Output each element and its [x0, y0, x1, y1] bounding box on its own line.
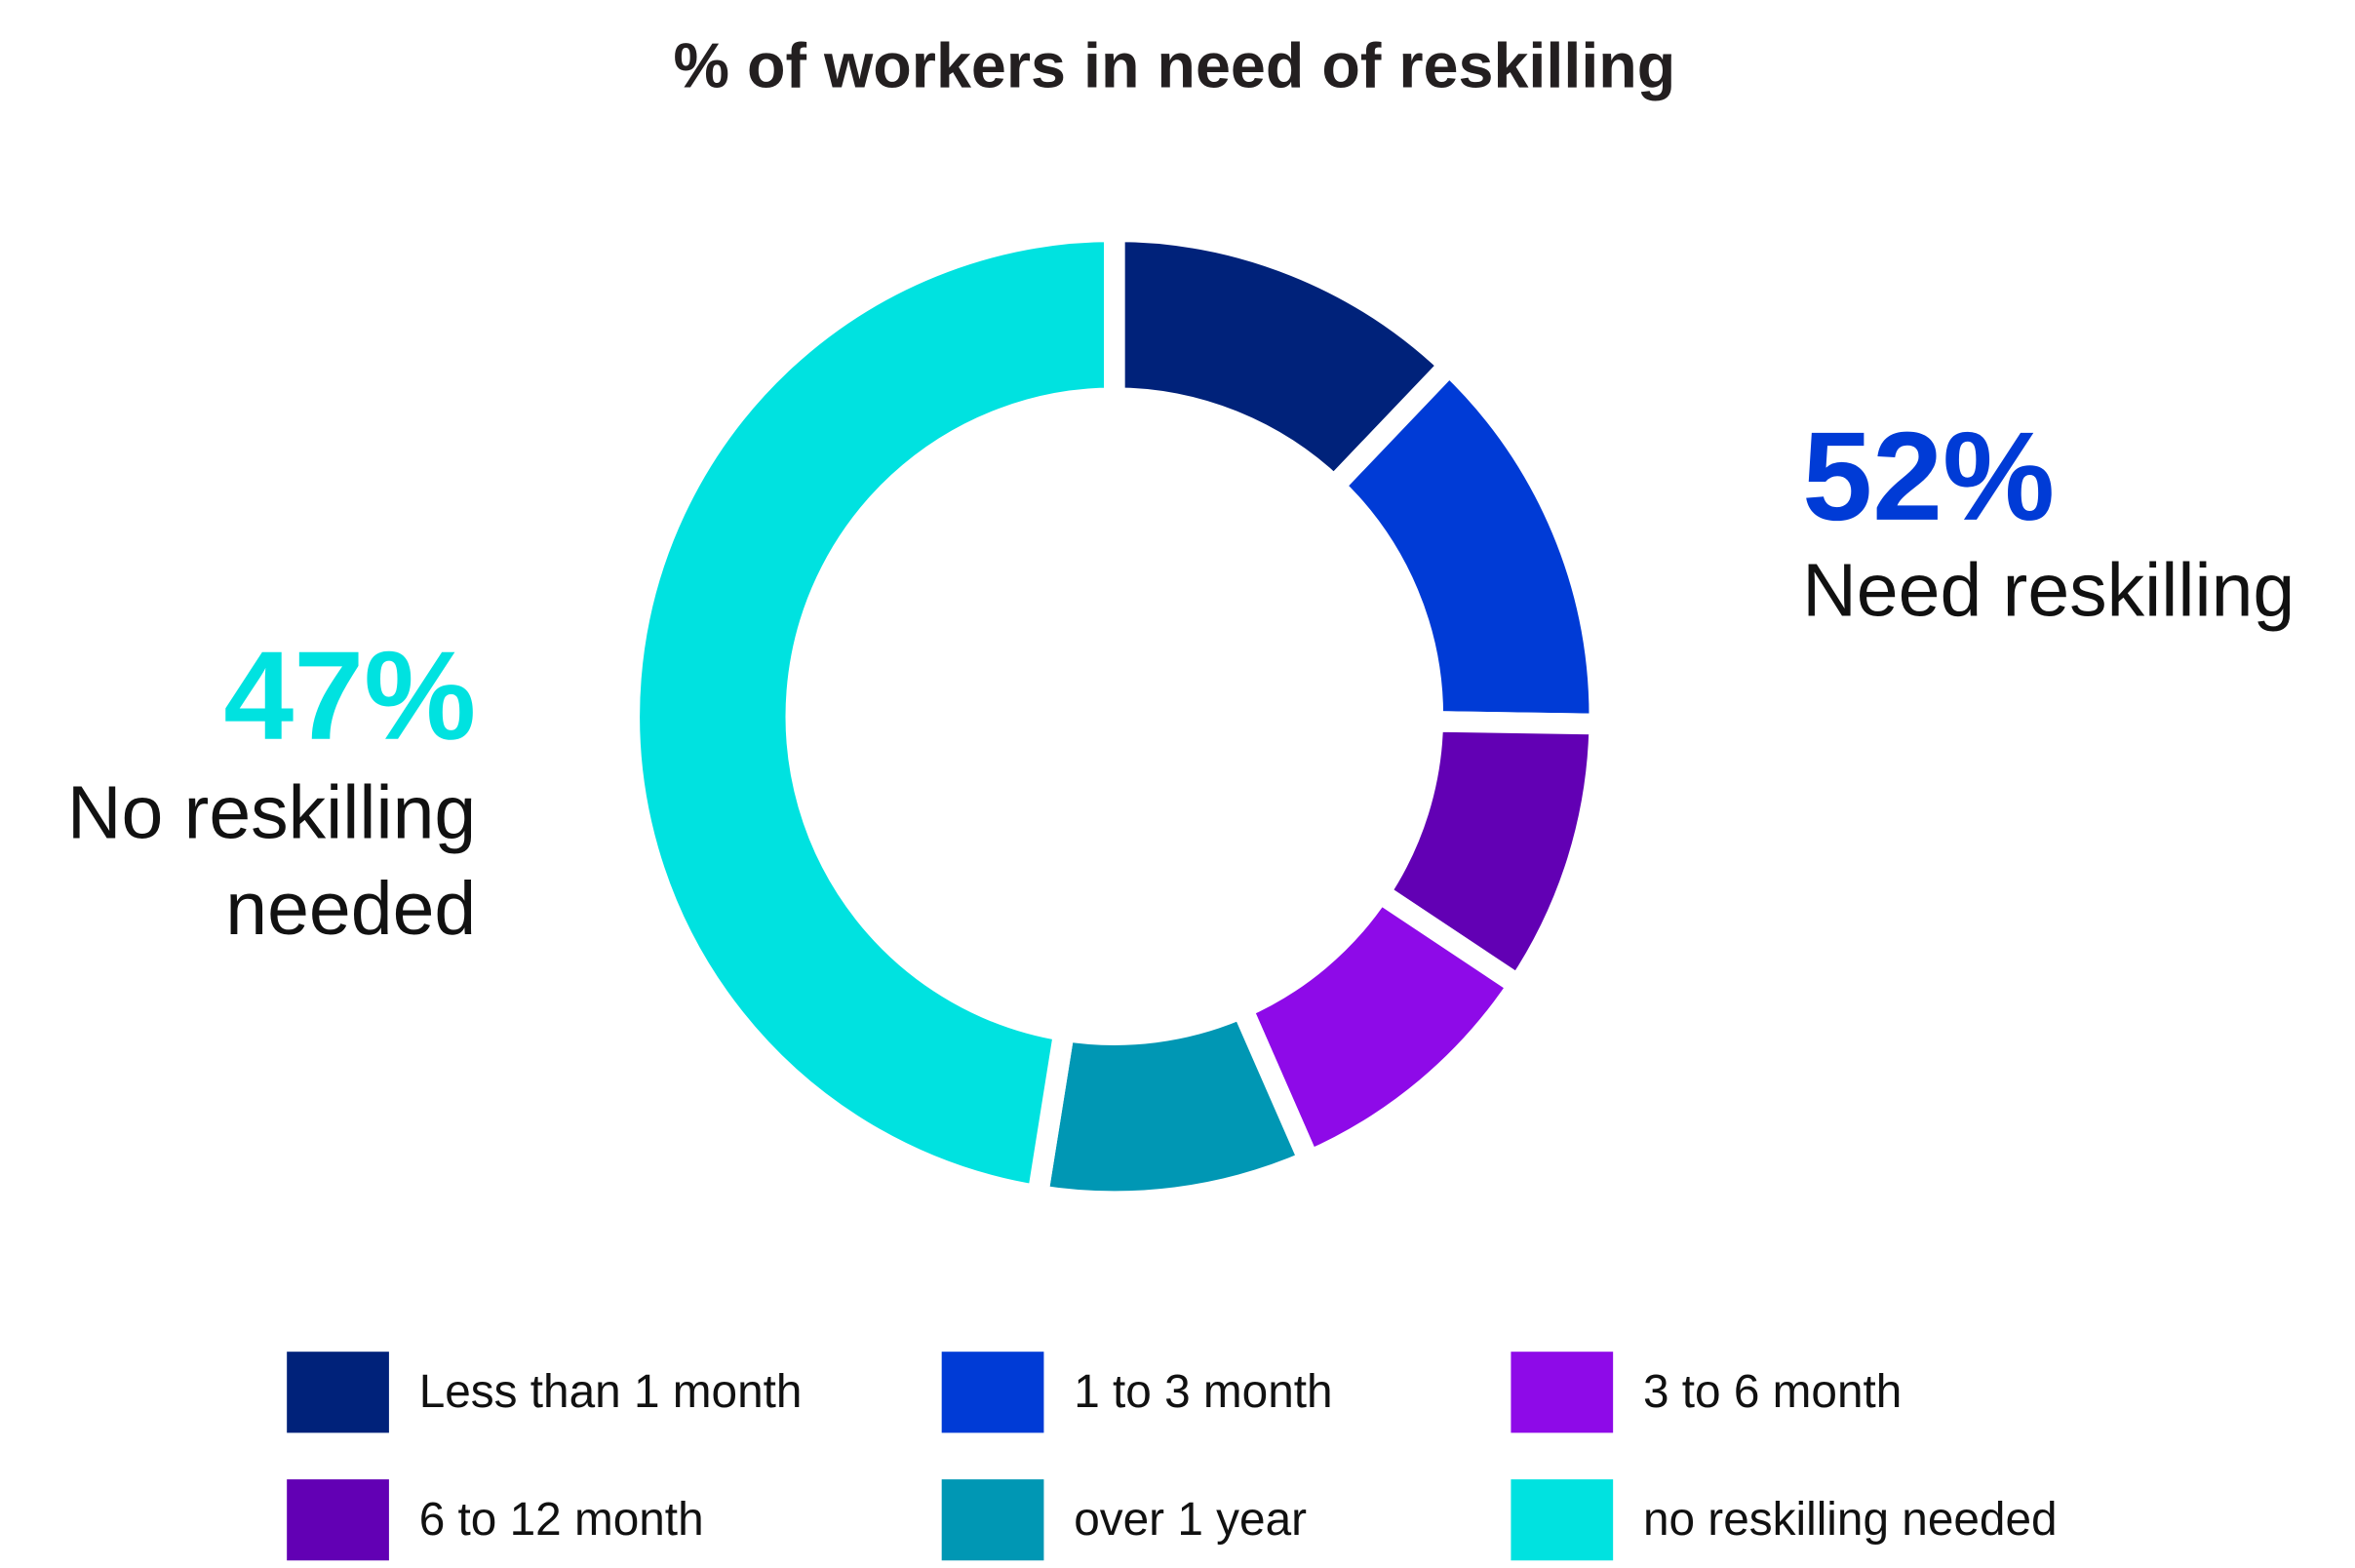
annotation-need-value: 52%	[1802, 407, 2055, 547]
legend-swatch	[941, 1479, 1044, 1561]
legend-swatch	[941, 1352, 1044, 1433]
donut-slice-no-reskilling-needed	[618, 220, 1125, 1208]
annotation-need-label: Need reskilling	[1802, 549, 2295, 633]
legend-label: 3 to 6 month	[1643, 1366, 1902, 1418]
legend-swatch	[287, 1352, 389, 1433]
annotation-no-need-label-1: No reskilling	[67, 770, 476, 854]
annotation-no-need-label-2: needed	[225, 867, 476, 951]
legend-label: over 1 year	[1074, 1494, 1307, 1546]
donut-slices	[618, 220, 1611, 1212]
legend-label: 1 to 3 month	[1074, 1366, 1332, 1418]
legend-label: 6 to 12 month	[419, 1494, 704, 1546]
legend: Less than 1 month 1 to 3 month 3 to 6 mont…	[287, 1352, 2058, 1561]
legend-swatch	[1511, 1352, 1614, 1433]
legend-label: Less than 1 month	[419, 1366, 803, 1418]
legend-swatch	[287, 1479, 389, 1561]
legend-label: no reskilling needed	[1643, 1494, 2058, 1546]
legend-swatch	[1511, 1479, 1614, 1561]
chart-title: % of workers in need of reskilling	[674, 29, 1676, 100]
annotation-no-need-value: 47%	[223, 626, 476, 766]
